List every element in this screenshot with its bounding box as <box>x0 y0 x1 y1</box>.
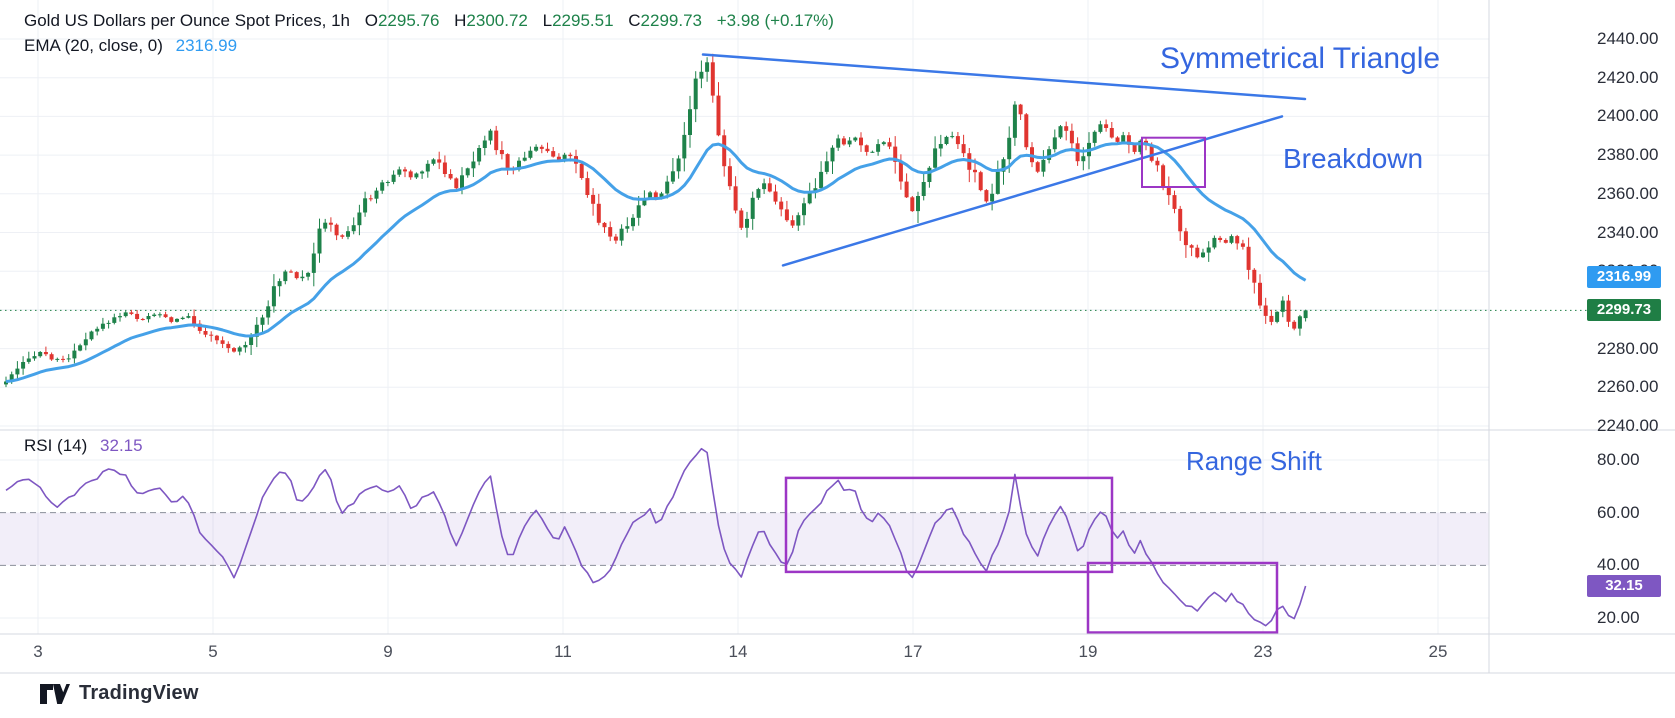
pane-borders <box>0 0 1675 674</box>
price-axis-label: 2260.00 <box>1597 377 1659 397</box>
annotation-symmetrical-triangle[interactable]: Symmetrical Triangle <box>1160 42 1441 75</box>
last-price-badge: 2299.73 <box>1587 299 1661 322</box>
time-axis-label: 5 <box>208 642 218 661</box>
time-axis-label: 14 <box>728 642 748 661</box>
rsi-range-box-1[interactable] <box>784 476 1114 574</box>
close-label: C <box>628 11 641 30</box>
breakdown-box[interactable] <box>1141 136 1206 188</box>
trendline-triangle-lower[interactable] <box>781 115 1284 267</box>
ema-price-badge: 2316.99 <box>1587 266 1661 288</box>
rsi-label: RSI (14) <box>24 436 88 455</box>
rsi-line[interactable] <box>5 447 1307 627</box>
annotation-breakdown[interactable]: Breakdown <box>1283 143 1424 174</box>
rsi-value-badge: 32.15 <box>1587 575 1661 597</box>
change-value: +3.98 (+0.17%) <box>716 11 834 30</box>
grid <box>0 0 1489 634</box>
ema-line[interactable] <box>5 141 1307 383</box>
close-value: 2299.73 <box>640 11 702 30</box>
time-axis-label: 3 <box>33 642 43 661</box>
price-axis-label: 2420.00 <box>1597 67 1659 87</box>
footer: TradingView <box>40 682 199 705</box>
rsi-range-box-2[interactable] <box>1086 561 1279 634</box>
low-value: 2295.51 <box>552 11 614 30</box>
price-axis-label: 2280.00 <box>1597 338 1659 358</box>
open-label: O <box>364 11 378 30</box>
time-axis-label: 9 <box>383 642 393 661</box>
low-label: L <box>542 11 553 30</box>
time-axis-label: 19 <box>1078 642 1098 661</box>
time-axis-label: 11 <box>554 642 572 661</box>
trendline-triangle-upper[interactable] <box>701 53 1307 101</box>
candlestick-series[interactable] <box>4 53 1308 388</box>
symbol-title: Gold US Dollars per Ounce Spot Prices, 1… <box>24 11 350 30</box>
tradingview-logo-icon[interactable] <box>40 683 70 705</box>
open-value: 2295.76 <box>377 11 440 30</box>
high-value: 2300.72 <box>466 11 528 30</box>
time-axis-label: 25 <box>1428 642 1448 661</box>
tradingview-brand-text[interactable]: TradingView <box>79 682 199 704</box>
rsi-axis-label: 60.00 <box>1597 502 1640 522</box>
annotation-range-shift[interactable]: Range Shift <box>1186 446 1322 476</box>
rsi-axis-label: 20.00 <box>1597 608 1640 627</box>
price-axis-label: 2340.00 <box>1597 222 1659 242</box>
ema-label: EMA (20, close, 0) <box>24 36 163 55</box>
price-axis-label: 2440.00 <box>1597 29 1659 48</box>
high-label: H <box>454 11 467 30</box>
rsi-axis-label: 40.00 <box>1597 555 1640 575</box>
rsi-axis-label: 80.00 <box>1597 450 1640 469</box>
price-axis-label: 2400.00 <box>1597 106 1659 126</box>
ema-legend-row[interactable]: EMA (20, close, 0) 2316.99 <box>24 36 237 56</box>
time-axis-label: 17 <box>903 642 923 661</box>
rsi-value: 32.15 <box>100 436 143 455</box>
symbol-legend-row[interactable]: Gold US Dollars per Ounce Spot Prices, 1… <box>24 11 834 31</box>
rsi-legend-row[interactable]: RSI (14) 32.15 <box>24 436 143 456</box>
time-axis-label: 23 <box>1253 642 1273 661</box>
price-axis-label: 2380.00 <box>1597 145 1659 165</box>
ema-value: 2316.99 <box>175 36 238 55</box>
price-axis-label: 2240.00 <box>1597 416 1659 435</box>
price-axis-label: 2360.00 <box>1597 183 1659 203</box>
